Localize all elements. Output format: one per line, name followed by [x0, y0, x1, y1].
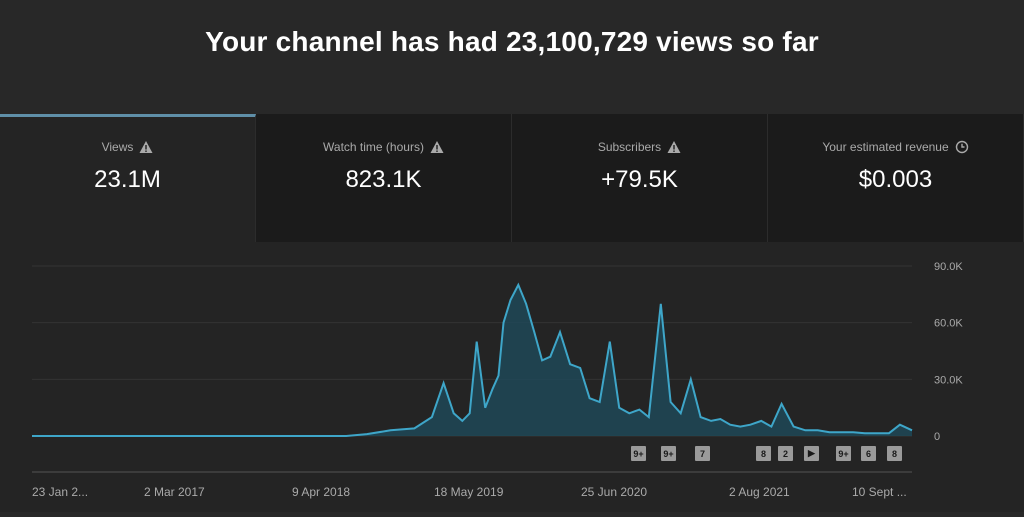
video-marker[interactable]: 9+ — [631, 446, 646, 461]
card-label: Watch time (hours) — [323, 140, 424, 154]
video-marker[interactable]: 8 — [887, 446, 902, 461]
analytics-panel: Views 23.1M Watch time (hours) 823.1K Su… — [0, 114, 1024, 512]
y-tick-label: 30.0K — [934, 374, 963, 386]
x-tick-label: 2 Aug 2021 — [729, 485, 790, 499]
views-chart: 90.0K 60.0K 30.0K 0 23 Jan 2... 2 Mar 2017 9 … — [0, 242, 1024, 512]
chart-canvas[interactable]: 90.0K 60.0K 30.0K 0 23 Jan 2... 2 Mar 2017 9 … — [0, 242, 1024, 512]
card-label: Subscribers — [597, 140, 662, 154]
chart-series-line — [32, 282, 913, 437]
views-card[interactable]: Views 23.1M — [0, 114, 256, 242]
card-value: $0.003 — [858, 166, 933, 193]
x-tick-label: 25 Jun 2020 — [581, 485, 647, 499]
warning-icon[interactable] — [430, 140, 444, 154]
x-tick-label: 18 May 2019 — [434, 485, 504, 499]
metric-cards: Views 23.1M Watch time (hours) 823.1K Su… — [0, 114, 1024, 242]
revenue-label-row: Your estimated revenue — [768, 140, 1023, 154]
clock-icon[interactable] — [955, 140, 969, 154]
subscribers-card[interactable]: Subscribers +79.5K — [512, 114, 768, 242]
page-title: Your channel has had 23,100,729 views so… — [205, 26, 819, 57]
x-tick-label: 2 Mar 2017 — [144, 485, 205, 499]
y-tick-label: 0 — [934, 431, 940, 443]
video-marker[interactable]: 2 — [778, 446, 793, 461]
card-label: Your estimated revenue — [822, 140, 949, 154]
x-tick-label: 23 Jan 2... — [32, 485, 88, 499]
card-value: 823.1K — [345, 166, 422, 193]
video-marker[interactable]: 6 — [861, 446, 876, 461]
video-marker[interactable]: 8 — [756, 446, 771, 461]
warning-icon[interactable] — [139, 140, 153, 154]
video-marker[interactable]: 9+ — [836, 446, 851, 461]
video-marker[interactable]: 9+ — [661, 446, 676, 461]
video-marker[interactable]: 7 — [695, 446, 710, 461]
video-marker-play-icon[interactable]: ▶ — [804, 446, 819, 461]
watch-time-label-row: Watch time (hours) — [256, 140, 511, 154]
x-tick-label: 10 Sept ... — [852, 485, 907, 499]
x-tick-label: 9 Apr 2018 — [292, 485, 350, 499]
views-label-row: Views — [0, 140, 255, 154]
y-tick-label: 90.0K — [934, 261, 963, 273]
revenue-card[interactable]: Your estimated revenue $0.003 — [768, 114, 1024, 242]
card-value: 23.1M — [94, 166, 161, 193]
subscribers-label-row: Subscribers — [512, 140, 767, 154]
watch-time-card[interactable]: Watch time (hours) 823.1K — [256, 114, 512, 242]
y-tick-label: 60.0K — [934, 318, 963, 330]
chart-area-fill — [32, 284, 912, 436]
card-label: Views — [101, 140, 134, 154]
warning-icon[interactable] — [667, 140, 681, 154]
card-value: +79.5K — [601, 166, 678, 193]
